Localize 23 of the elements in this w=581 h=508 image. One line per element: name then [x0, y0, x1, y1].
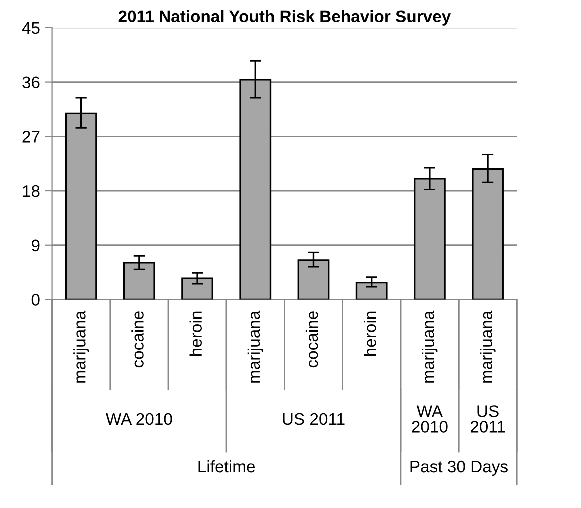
x-tick-label: heroin: [364, 312, 376, 356]
text: US 2011: [470, 406, 506, 433]
x-tick-label: marijuana: [248, 310, 264, 383]
text: Lifetime: [198, 460, 256, 473]
y-tick-label: 9: [32, 240, 40, 252]
text: WA 2010: [106, 413, 172, 426]
y-tick-label: 45: [22, 22, 40, 34]
x-tick-label: marijuana: [480, 310, 496, 383]
y-tick-label: 27: [22, 131, 40, 143]
x-tick-label: marijuana: [422, 310, 438, 383]
text: WA 2010: [412, 406, 448, 433]
bar: [182, 278, 214, 300]
text: Past 30 Days: [410, 460, 508, 476]
y-tick-label: 36: [22, 76, 40, 88]
x-tick-label: cocaine: [306, 312, 318, 368]
x-tick-label: marijuana: [74, 310, 90, 383]
bar: [356, 282, 388, 300]
x-tick-label: heroin: [190, 312, 202, 356]
text: US 2011: [283, 413, 345, 426]
x-tick-label: cocaine: [132, 312, 144, 368]
y-tick-label: 0: [32, 294, 40, 306]
chart-title: 2011 National Youth Risk Behavior Survey: [118, 10, 452, 26]
y-tick-label: 18: [23, 185, 40, 198]
